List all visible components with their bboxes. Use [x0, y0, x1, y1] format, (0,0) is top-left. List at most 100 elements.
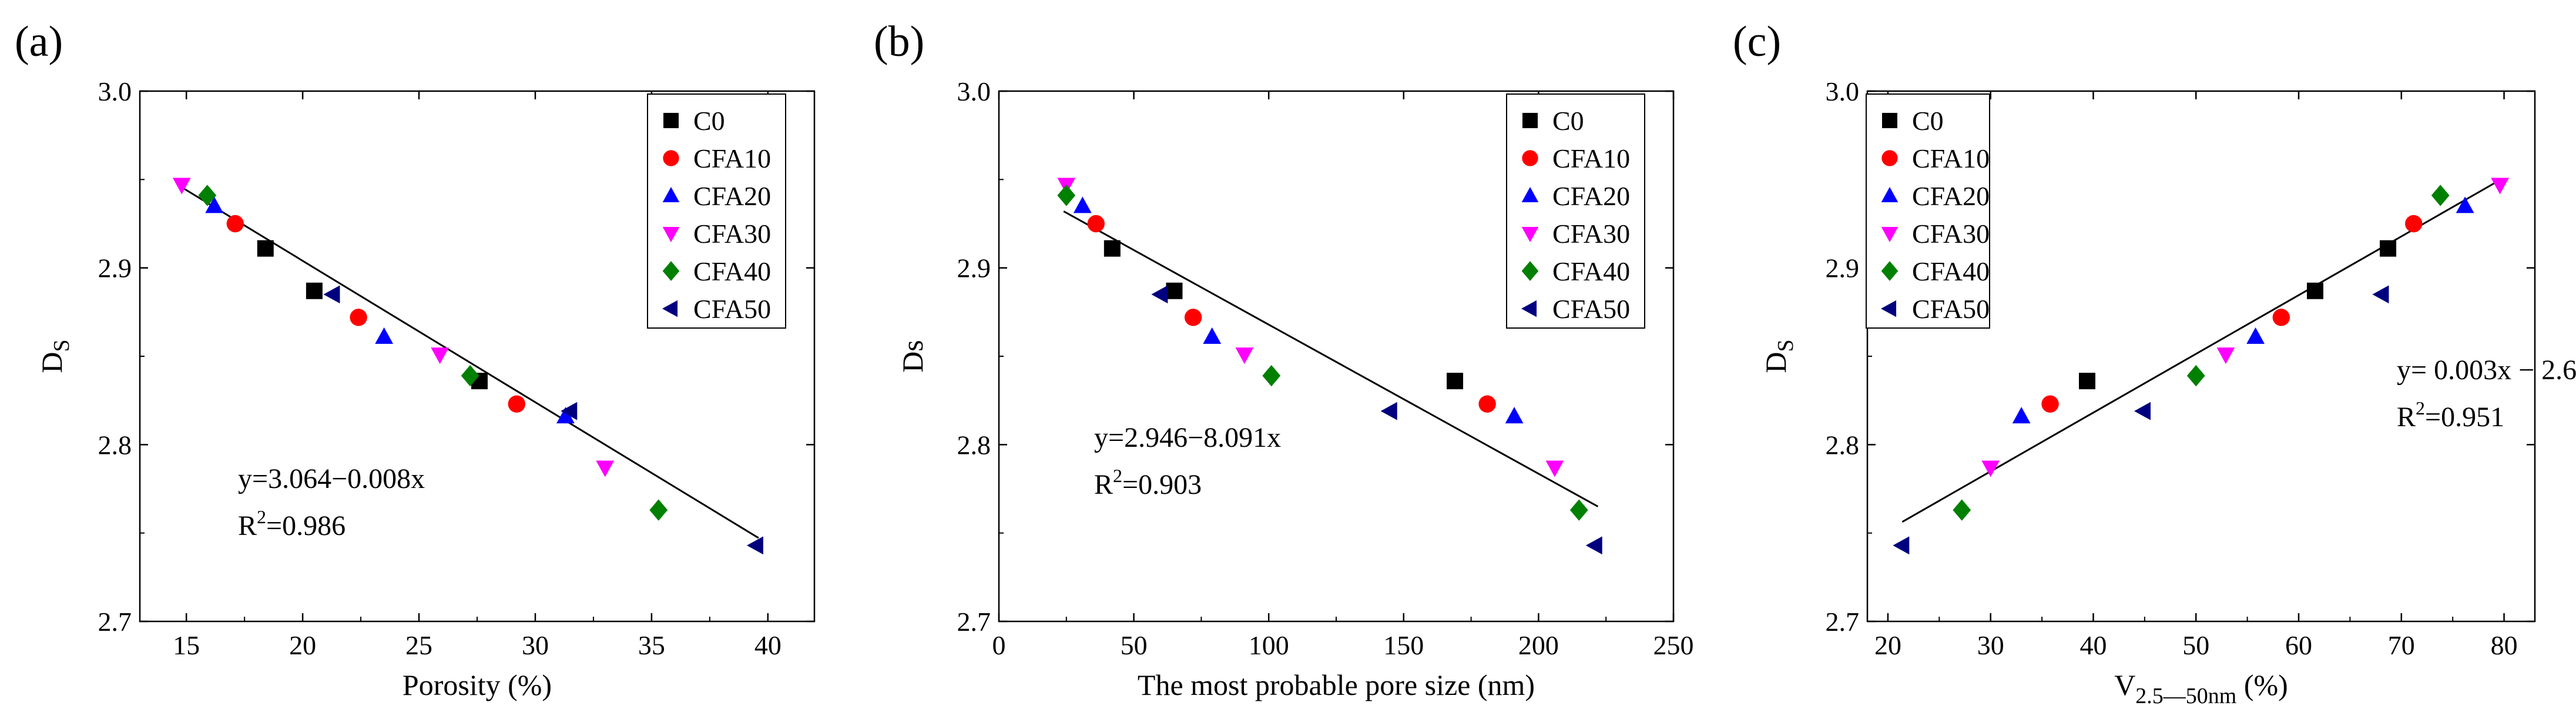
- legend-marker-cfa10: [1522, 150, 1538, 166]
- y-tick-label: 3.0: [98, 76, 132, 106]
- series-cfa10: [2041, 215, 2423, 413]
- y-axis-label: DS: [35, 339, 74, 373]
- data-point-cfa10: [1478, 395, 1496, 413]
- data-point-cfa40: [1953, 499, 1971, 521]
- legend-marker-c0: [1882, 113, 1897, 128]
- x-axis-label: V2.5—50nm (%): [2114, 668, 2288, 708]
- x-axis-label: Porosity (%): [402, 668, 552, 701]
- legend-label-cfa40: CFA40: [1912, 256, 1990, 286]
- legend-label-cfa20: CFA20: [1552, 181, 1630, 211]
- legend-marker-cfa40: [1521, 261, 1539, 281]
- data-point-cfa30: [2491, 178, 2509, 195]
- series-cfa10: [1087, 215, 1496, 413]
- y-axis-label: Ds: [896, 340, 929, 373]
- legend-label-cfa50: CFA50: [1552, 294, 1630, 324]
- legend-label-cfa50: CFA50: [693, 294, 771, 324]
- chart-panel-3: (c) 20 30 40 50 60 70 80 2.7 2.8 2.9 3.0 V2.5—50nm (…: [1733, 18, 2576, 708]
- data-point-c0: [2079, 373, 2096, 390]
- data-point-c0: [1447, 373, 1464, 390]
- data-point-cfa40: [649, 499, 668, 521]
- legend-marker-cfa40: [1881, 261, 1899, 281]
- chart-panel-2: (b) 0 50 100 150 200 250 2.7 2.8 2.9 3.0 The most p…: [874, 18, 1694, 701]
- series-cfa40: [198, 185, 668, 521]
- x-tick-label: 80: [2491, 630, 2518, 660]
- series-cfa10: [226, 215, 525, 413]
- data-point-cfa30: [172, 178, 191, 195]
- legend-marker-cfa20: [1881, 187, 1899, 203]
- x-tick-label: 70: [2388, 630, 2415, 660]
- chart-panel-1: (a) 15 20 25 30 35 40 2.7 2.8 2.9 3.0 Porosity (%) D…: [15, 18, 816, 701]
- data-point-cfa20: [2012, 407, 2031, 424]
- panel-label: (b): [874, 18, 924, 66]
- data-point-cfa50: [746, 536, 763, 555]
- r-squared: R2=0.986: [238, 506, 346, 541]
- data-point-cfa10: [2272, 309, 2290, 326]
- data-point-cfa30: [1545, 460, 1564, 477]
- data-point-cfa50: [2134, 402, 2151, 420]
- legend-label-c0: C0: [1912, 106, 1944, 136]
- data-point-cfa50: [1380, 402, 1397, 420]
- series-cfa30: [1981, 178, 2509, 477]
- data-point-cfa10: [508, 395, 525, 413]
- data-point-cfa20: [1505, 407, 1524, 424]
- x-tick-label: 50: [2182, 630, 2209, 660]
- legend-marker-cfa50: [662, 300, 678, 317]
- series-cfa20: [1073, 196, 1524, 424]
- y-tick-label: 2.7: [957, 607, 991, 637]
- data-point-cfa20: [1203, 327, 1222, 344]
- fit-line: [176, 183, 759, 539]
- x-tick-label: 250: [1653, 630, 1694, 660]
- y-axis-label: DS: [1759, 339, 1798, 373]
- y-tick-label: 3.0: [1826, 76, 1860, 106]
- series-cfa50: [1893, 285, 2389, 555]
- legend-marker-cfa30: [662, 226, 680, 242]
- x-tick-label: 30: [522, 630, 549, 660]
- data-point-cfa40: [1262, 364, 1281, 387]
- legend: C0 CFA10 CFA20 CFA30 CFA40 CFA50: [1506, 93, 1645, 329]
- data-point-cfa40: [198, 185, 217, 206]
- legend-marker-cfa30: [1881, 226, 1899, 242]
- legend-label-c0: C0: [1552, 106, 1584, 136]
- data-point-cfa20: [2246, 327, 2265, 344]
- data-point-cfa50: [323, 285, 340, 304]
- data-point-cfa30: [1235, 347, 1254, 364]
- y-tick-label: 2.8: [957, 430, 991, 460]
- data-point-cfa30: [1981, 460, 2000, 477]
- data-point-c0: [1166, 282, 1183, 299]
- x-tick-label: 40: [2079, 630, 2107, 660]
- legend-marker-cfa50: [1881, 300, 1897, 317]
- fit-line: [1901, 179, 2501, 523]
- r-squared: R2=0.903: [1094, 465, 1202, 500]
- r-squared: R2=0.951: [2397, 397, 2504, 433]
- data-point-c0: [306, 282, 323, 299]
- x-tick-label: 50: [1121, 630, 1148, 660]
- legend-marker-cfa10: [1881, 150, 1898, 166]
- x-tick-label: 20: [289, 630, 316, 660]
- x-tick-label: 15: [173, 630, 200, 660]
- fit-line: [1063, 210, 1599, 507]
- legend-marker-cfa40: [662, 261, 680, 281]
- legend-box: [1866, 93, 1990, 329]
- data-point-c0: [2306, 282, 2323, 299]
- data-point-cfa10: [226, 215, 244, 233]
- x-tick-label: 0: [992, 630, 1006, 660]
- series-c0: [1103, 240, 1464, 390]
- legend-marker-cfa20: [1521, 187, 1539, 203]
- legend-label-cfa40: CFA40: [693, 256, 771, 286]
- x-tick-label: 35: [638, 630, 665, 660]
- data-point-cfa50: [2372, 285, 2389, 304]
- data-point-cfa50: [1585, 536, 1602, 555]
- legend-label-cfa50: CFA50: [1912, 294, 1990, 324]
- legend-box: [1506, 93, 1645, 329]
- data-point-cfa40: [461, 364, 479, 387]
- legend: C0 CFA10 CFA20 CFA30 CFA40 CFA50: [647, 93, 786, 329]
- data-point-cfa30: [2216, 347, 2235, 364]
- fit-equation: y= 0.003x − 2.688: [2397, 355, 2576, 386]
- y-tick-label: 3.0: [957, 76, 991, 106]
- series-cfa50: [1151, 285, 1602, 555]
- series-cfa20: [2012, 196, 2474, 424]
- legend-box: [647, 93, 786, 329]
- data-point-cfa40: [1569, 499, 1588, 521]
- y-tick-label: 2.8: [1826, 430, 1860, 460]
